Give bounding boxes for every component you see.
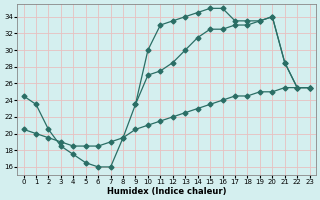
X-axis label: Humidex (Indice chaleur): Humidex (Indice chaleur) xyxy=(107,187,226,196)
